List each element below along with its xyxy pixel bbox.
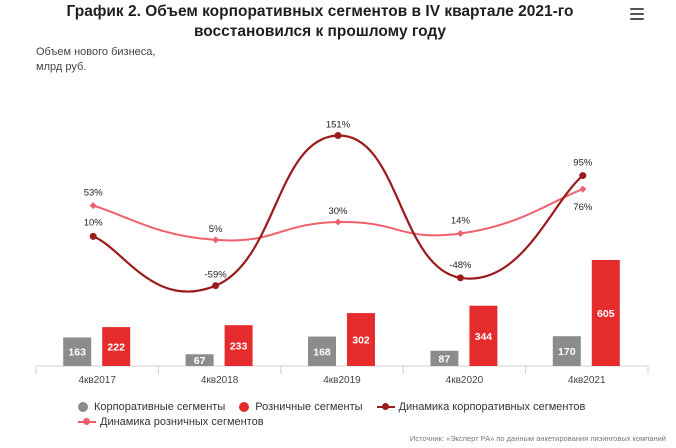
bar: [224, 325, 253, 366]
line-value-label: 95%: [573, 158, 593, 169]
legend-item-retail[interactable]: Розничные сегменты: [239, 401, 363, 413]
y-axis-label-line-1: Объем нового бизнеса,: [36, 46, 156, 58]
bar: [347, 313, 375, 366]
line-marker: [579, 172, 587, 180]
line-marker: [212, 282, 220, 290]
chart-title: График 2. Объем корпоративных сегментов …: [40, 2, 600, 42]
legend-swatch-retail-dynamics: [78, 417, 96, 427]
chart-title-line-2: восстановился к прошлому году: [193, 23, 447, 40]
x-tick-label: 4кв2017: [78, 375, 116, 386]
bar-value-label: 344: [475, 331, 493, 343]
bar-value-label: 302: [352, 335, 370, 347]
legend-swatch-retail: [239, 402, 250, 412]
legend-item-corporate-dynamics[interactable]: Динамика корпоративных сегментов: [376, 401, 586, 413]
bar-value-label: 168: [313, 346, 331, 358]
x-tick-label: 4кв2021: [568, 375, 606, 386]
line-marker: [89, 202, 97, 210]
x-tick-label: 4кв2018: [201, 375, 239, 386]
legend-swatch-corporate-dynamics: [376, 402, 395, 412]
line-value-label: 76%: [573, 202, 593, 213]
legend-label-corporate-dynamics: Динамика корпоративных сегментов: [398, 401, 586, 413]
legend-label-retail-dynamics: Динамика розничных сегментов: [100, 416, 264, 428]
line-value-label: 14%: [451, 215, 471, 226]
bar-value-label: 67: [194, 355, 206, 367]
y-axis-label-line-2: млрд руб.: [36, 61, 87, 73]
legend-label-retail: Розничные сегменты: [255, 401, 363, 413]
line-value-label: -48%: [449, 260, 472, 271]
bar: [185, 354, 214, 366]
bar-value-label: 605: [597, 308, 615, 320]
legend-item-retail-dynamics[interactable]: Динамика розничных сегментов: [78, 416, 264, 428]
y-axis-label: Объем нового бизнеса, млрд руб.: [36, 45, 196, 75]
hamburger-menu-icon[interactable]: [630, 8, 644, 22]
bar: [102, 327, 131, 366]
line-value-label: -59%: [205, 270, 228, 281]
line-value-label: 151%: [326, 120, 351, 131]
x-tick-label: 4кв2019: [323, 375, 361, 386]
line-marker: [456, 274, 464, 282]
source-note: Источник: «Эксперт РА» по данным анкетир…: [409, 434, 666, 443]
bar-value-label: 87: [439, 353, 451, 365]
line-value-label: 30%: [328, 206, 348, 217]
chart-title-line-1: График 2. Объем корпоративных сегментов …: [66, 3, 574, 20]
bar: [591, 260, 620, 366]
legend-swatch-corporate: [78, 402, 88, 412]
bar-value-label: 170: [558, 346, 576, 358]
line-marker: [456, 229, 464, 237]
line-marker: [212, 236, 220, 244]
bar-value-label: 233: [230, 341, 248, 353]
line-marker: [334, 218, 342, 226]
bar: [63, 337, 92, 366]
bar-value-label: 222: [107, 342, 125, 354]
bar-value-label: 163: [68, 347, 86, 359]
line-marker: [89, 232, 97, 240]
legend: Корпоративные сегменты Розничные сегмент…: [78, 401, 638, 428]
bar: [308, 336, 336, 366]
line-marker: [334, 132, 342, 140]
legend-item-corporate[interactable]: Корпоративные сегменты: [78, 401, 225, 413]
legend-label-corporate: Корпоративные сегменты: [94, 401, 226, 413]
bar: [430, 350, 459, 366]
bar: [552, 336, 581, 366]
line-value-label: 10%: [84, 217, 104, 228]
bar: [469, 305, 498, 366]
line-marker: [579, 185, 587, 193]
line-value-label: 5%: [209, 224, 223, 235]
line-value-label: 53%: [84, 188, 104, 199]
x-tick-label: 4кв2020: [446, 375, 484, 386]
